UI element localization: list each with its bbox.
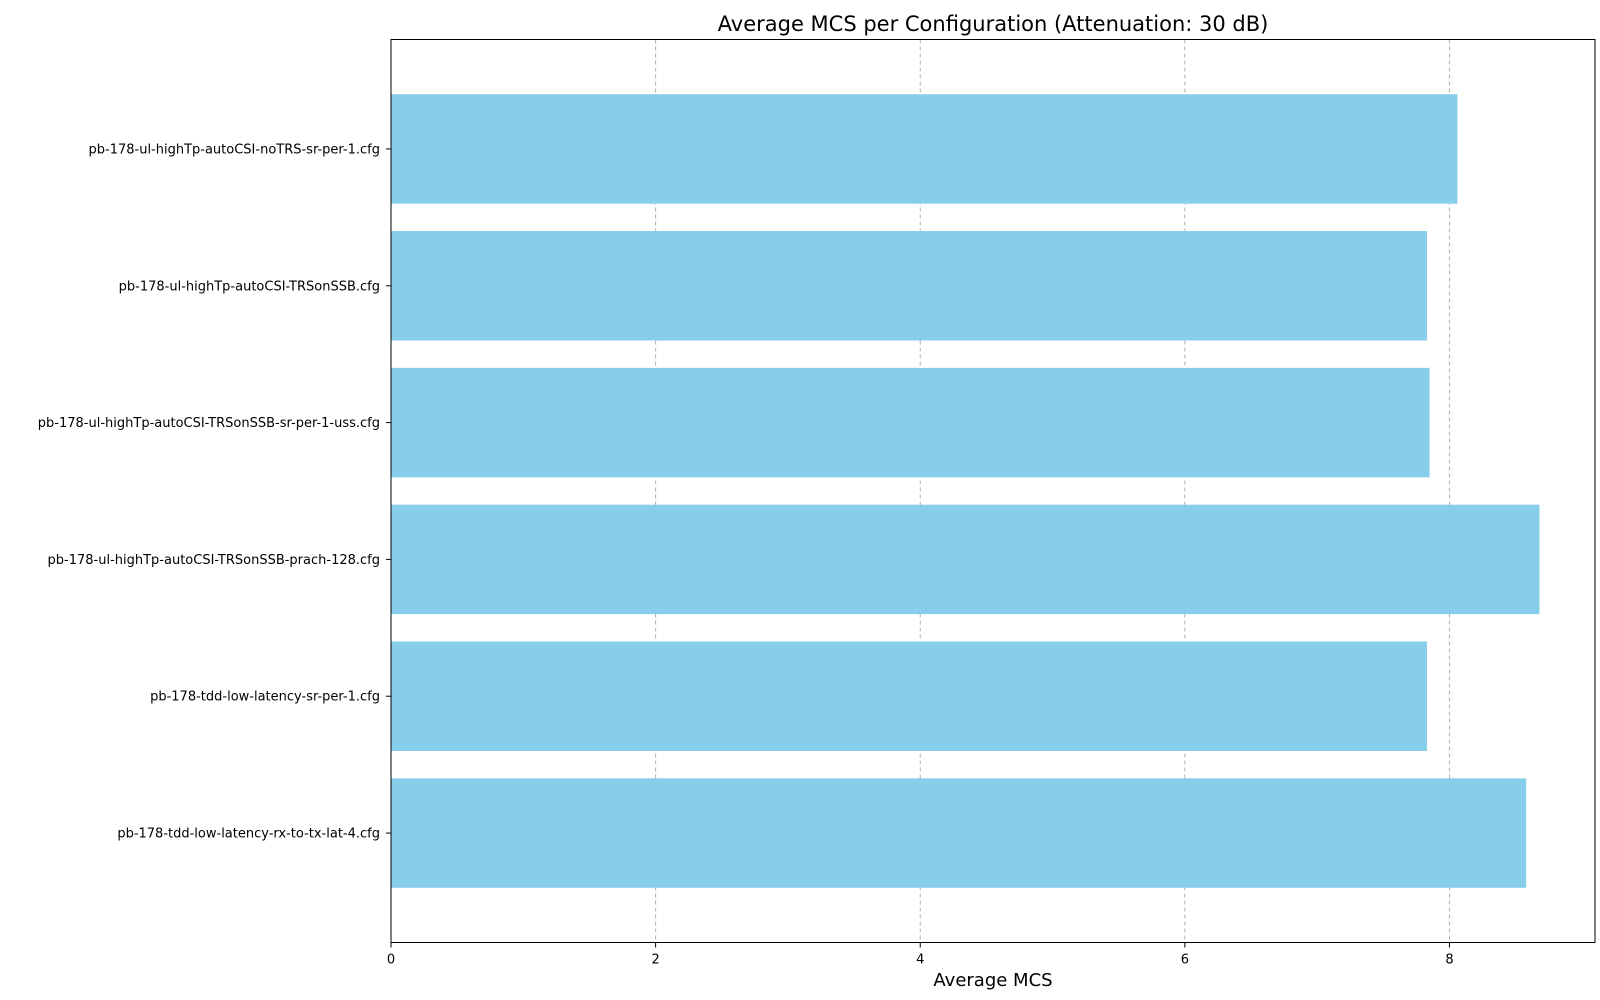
x-axis-ticks: 0 2 4 6 8 <box>387 942 1454 968</box>
chart-title: Average MCS per Configuration (Attenuati… <box>718 12 1269 36</box>
bar-layer <box>391 94 1540 888</box>
bar <box>391 641 1427 751</box>
category-label: pb-178-tdd-low-latency-sr-per-1.cfg <box>150 690 380 705</box>
category-label: pb-178-ul-highTp-autoCSI-noTRS-sr-per-1.… <box>89 142 381 157</box>
x-tick-label: 0 <box>387 953 395 968</box>
plot-frame <box>390 39 1596 943</box>
y-axis-categories: pb-178-ul-highTp-autoCSI-noTRS-sr-per-1.… <box>38 142 391 842</box>
x-tick-label: 4 <box>916 953 924 968</box>
bar <box>391 94 1458 204</box>
bar <box>391 367 1430 478</box>
x-tick-label: 2 <box>651 953 659 968</box>
x-axis-label: Average MCS <box>933 970 1052 991</box>
bar <box>391 778 1527 888</box>
category-label: pb-178-ul-highTp-autoCSI-TRSonSSB-prach-… <box>48 553 380 568</box>
bar <box>391 231 1427 341</box>
x-tick-label: 6 <box>1181 953 1189 968</box>
category-label: pb-178-ul-highTp-autoCSI-TRSonSSB.cfg <box>119 279 380 294</box>
category-label: pb-178-ul-highTp-autoCSI-TRSonSSB-sr-per… <box>38 416 380 431</box>
bar <box>391 504 1540 615</box>
category-label: pb-178-tdd-low-latency-rx-to-tx-lat-4.cf… <box>117 827 380 842</box>
x-tick-label: 8 <box>1445 953 1453 968</box>
